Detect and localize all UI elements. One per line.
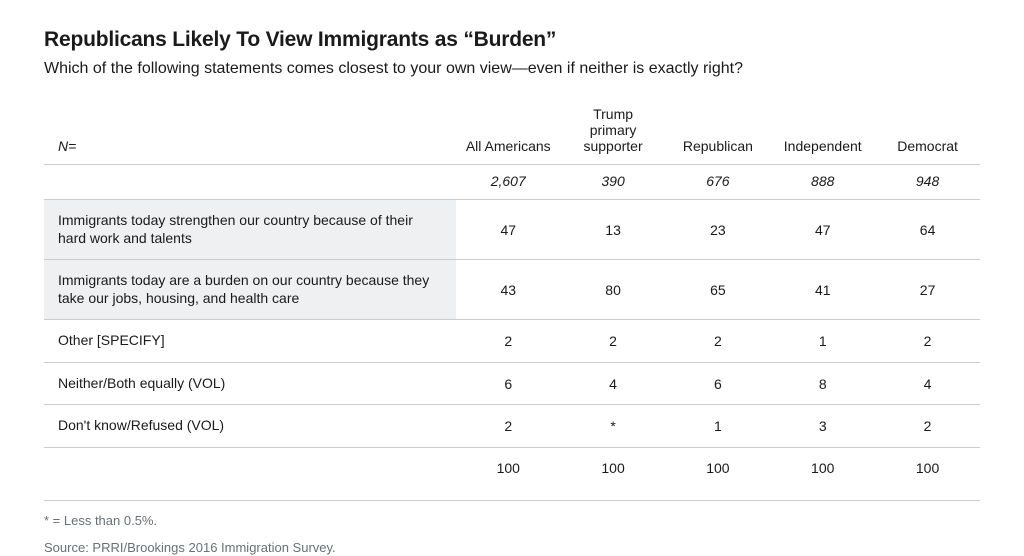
column-header: All Americans <box>456 104 561 165</box>
cell-value: * <box>561 405 666 448</box>
table-row: Neither/Both equally (VOL) 6 4 6 8 4 <box>44 362 980 405</box>
cell-value: 23 <box>665 200 770 260</box>
row-label: Other [SPECIFY] <box>44 320 456 363</box>
n-value: 948 <box>875 165 980 200</box>
page-subtitle: Which of the following statements comes … <box>44 60 980 78</box>
survey-table: N= All Americans Trump primary supporter… <box>44 104 980 488</box>
total-value: 100 <box>456 447 561 488</box>
cell-value: 27 <box>875 260 980 320</box>
footnote-source: Source: PRRI/Brookings 2016 Immigration … <box>44 540 980 555</box>
cell-value: 2 <box>875 405 980 448</box>
table-row: Immigrants today strengthen our country … <box>44 200 980 260</box>
footnotes: * = Less than 0.5%. Source: PRRI/Brookin… <box>44 500 980 555</box>
cell-value: 8 <box>770 362 875 405</box>
cell-value: 2 <box>456 320 561 363</box>
row-label: Neither/Both equally (VOL) <box>44 362 456 405</box>
row-label: Immigrants today strengthen our country … <box>44 200 456 260</box>
cell-value: 65 <box>665 260 770 320</box>
totals-row: 100 100 100 100 100 <box>44 447 980 488</box>
cell-value: 6 <box>665 362 770 405</box>
cell-value: 64 <box>875 200 980 260</box>
n-label-header: N= <box>44 104 456 165</box>
cell-value: 47 <box>770 200 875 260</box>
total-value: 100 <box>770 447 875 488</box>
row-label: Don't know/Refused (VOL) <box>44 405 456 448</box>
cell-value: 4 <box>875 362 980 405</box>
cell-value: 80 <box>561 260 666 320</box>
n-row: 2,607 390 676 888 948 <box>44 165 980 200</box>
table-row: Don't know/Refused (VOL) 2 * 1 3 2 <box>44 405 980 448</box>
row-label: Immigrants today are a burden on our cou… <box>44 260 456 320</box>
cell-value: 2 <box>875 320 980 363</box>
page-title: Republicans Likely To View Immigrants as… <box>44 28 980 52</box>
n-value: 390 <box>561 165 666 200</box>
table-header-row: N= All Americans Trump primary supporter… <box>44 104 980 165</box>
cell-value: 1 <box>665 405 770 448</box>
table-row: Immigrants today are a burden on our cou… <box>44 260 980 320</box>
footnote-asterisk: * = Less than 0.5%. <box>44 513 980 528</box>
cell-value: 4 <box>561 362 666 405</box>
n-value: 2,607 <box>456 165 561 200</box>
cell-value: 13 <box>561 200 666 260</box>
cell-value: 2 <box>456 405 561 448</box>
table-row: Other [SPECIFY] 2 2 2 1 2 <box>44 320 980 363</box>
total-value: 100 <box>561 447 666 488</box>
column-header: Trump primary supporter <box>561 104 666 165</box>
cell-value: 1 <box>770 320 875 363</box>
column-header: Republican <box>665 104 770 165</box>
total-value: 100 <box>875 447 980 488</box>
cell-value: 43 <box>456 260 561 320</box>
cell-value: 3 <box>770 405 875 448</box>
cell-value: 41 <box>770 260 875 320</box>
n-value: 676 <box>665 165 770 200</box>
total-value: 100 <box>665 447 770 488</box>
cell-value: 2 <box>665 320 770 363</box>
cell-value: 2 <box>561 320 666 363</box>
column-header: Independent <box>770 104 875 165</box>
cell-value: 6 <box>456 362 561 405</box>
n-value: 888 <box>770 165 875 200</box>
cell-value: 47 <box>456 200 561 260</box>
column-header: Democrat <box>875 104 980 165</box>
